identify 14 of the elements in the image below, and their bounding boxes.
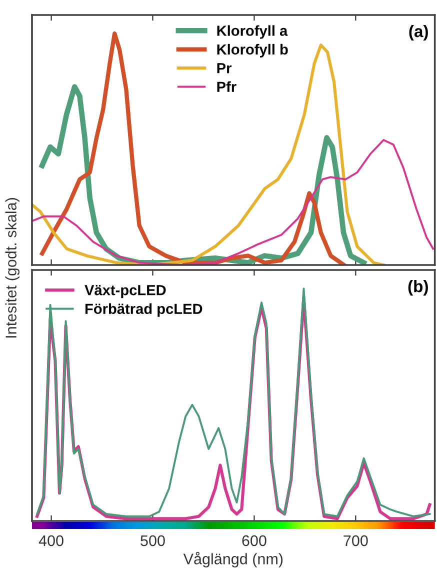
y-axis-title: Intesitet (godt. skala) [5,198,20,338]
x-axis-title: Våglängd (nm) [183,552,283,568]
legend-label: Pfr [217,81,236,92]
legend-label: Klorofyll a [217,25,288,39]
annotation: (b) [408,280,428,296]
legend-label: Förbätrad pcLED [85,303,202,317]
legend-label: Pr [217,63,232,74]
x-tick-label: 400 [38,535,64,546]
x-tick-label: 500 [140,535,165,546]
x-tick-label: 600 [242,535,266,546]
x-tick-label: 700 [344,535,368,546]
annotation: (a) [409,25,428,41]
legend-label: Växt-pcLED [84,285,166,298]
legend-label: Klorofyll b [217,44,288,58]
